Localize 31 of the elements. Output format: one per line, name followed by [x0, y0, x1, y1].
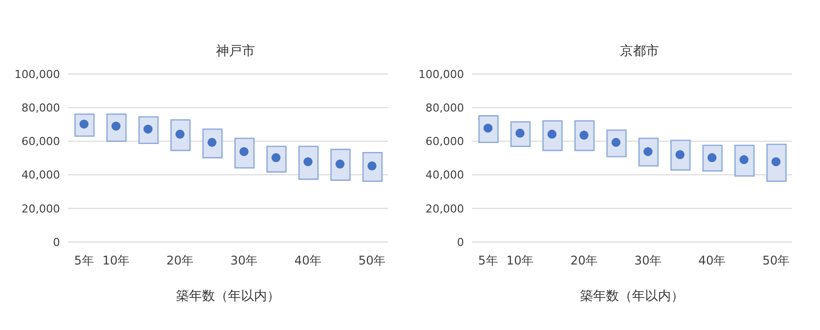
x-axis-title: 築年数（年以内）: [176, 289, 280, 304]
y-tick-label: 100,000: [418, 68, 464, 81]
x-tick-label: 40年: [698, 254, 726, 268]
x-tick-label: 50年: [762, 254, 790, 268]
x-tick-label: 20年: [166, 254, 194, 268]
x-tick-label: 10年: [506, 254, 534, 268]
x-tick-label: 30年: [230, 254, 258, 268]
y-tick-label: 80,000: [426, 102, 464, 115]
point: [772, 157, 780, 166]
chart-title: 京都市: [619, 43, 660, 60]
x-tick-label: 30年: [634, 254, 662, 268]
bar: [298, 146, 319, 180]
x-axis-title: 築年数（年以内）: [580, 289, 684, 304]
x-tick-label: 5年: [478, 254, 498, 268]
x-tick-label: 20年: [570, 254, 598, 268]
x-tick-label: 50年: [358, 254, 386, 268]
chart-title: 神戸市: [215, 43, 256, 60]
y-tick-label: 20,000: [426, 202, 464, 216]
y-tick-label: 40,000: [22, 168, 60, 182]
y-tick-label: 60,000: [426, 135, 464, 148]
y-tick-label: 0: [457, 236, 464, 249]
y-tick-label: 0: [53, 236, 60, 249]
y-tick-label: 20,000: [22, 202, 60, 216]
y-tick-label: 60,000: [22, 135, 60, 148]
x-tick-label: 40年: [294, 254, 322, 268]
x-tick-label: 5年: [74, 254, 94, 268]
x-tick-label: 10年: [102, 254, 130, 268]
y-tick-label: 100,000: [14, 68, 60, 81]
bar: [766, 144, 787, 182]
y-tick-label: 80,000: [22, 102, 60, 115]
y-tick-label: 40,000: [426, 168, 464, 182]
